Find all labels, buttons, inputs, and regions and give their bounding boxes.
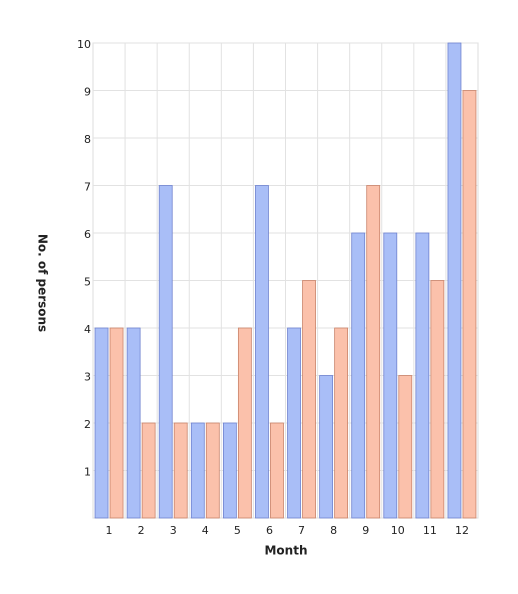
bar [462, 90, 477, 519]
x-tick-label: 10 [391, 524, 405, 537]
bar [126, 327, 141, 519]
bar [190, 422, 205, 519]
x-tick-label: 12 [455, 524, 469, 537]
y-tick-label: 5 [84, 276, 91, 289]
x-axis-label: Month [264, 544, 307, 558]
x-tick-label: 2 [138, 524, 145, 537]
y-axis-label: No. of persons [36, 234, 50, 332]
x-tick-label: 3 [170, 524, 177, 537]
x-tick-label: 4 [202, 524, 209, 537]
x-tick-label: 11 [423, 524, 437, 537]
bar [366, 185, 381, 519]
bar [334, 327, 349, 519]
y-tick-label: 4 [84, 323, 91, 336]
bar [205, 422, 220, 519]
bar [351, 232, 366, 519]
bar [270, 422, 284, 519]
x-tick-label: 5 [234, 524, 241, 537]
x-tick-label: 8 [330, 524, 337, 537]
bar [237, 327, 252, 519]
y-tick-label: 3 [84, 371, 91, 384]
bar [287, 327, 301, 519]
y-tick-label: 10 [77, 38, 91, 51]
bar [158, 185, 173, 519]
bar [109, 327, 124, 519]
bar [302, 280, 316, 519]
bar [255, 185, 269, 519]
bar [398, 375, 413, 519]
bar [222, 422, 237, 519]
x-tick-label: 9 [362, 524, 369, 537]
y-tick-label: 2 [84, 418, 91, 431]
y-tick-label: 6 [84, 228, 91, 241]
y-tick-label: 8 [84, 133, 91, 146]
bar [141, 422, 156, 519]
y-tick-label: 1 [84, 466, 91, 479]
x-tick-label: 1 [106, 524, 113, 537]
bar [173, 422, 188, 519]
bar [383, 232, 398, 519]
bar [415, 232, 430, 519]
x-tick-label: 6 [266, 524, 273, 537]
bar [430, 280, 445, 519]
bar [94, 327, 109, 519]
y-tick-label: 7 [84, 181, 91, 194]
y-tick-label: 9 [84, 86, 91, 99]
bar [447, 42, 462, 519]
bar [319, 375, 334, 519]
x-tick-label: 7 [298, 524, 305, 537]
